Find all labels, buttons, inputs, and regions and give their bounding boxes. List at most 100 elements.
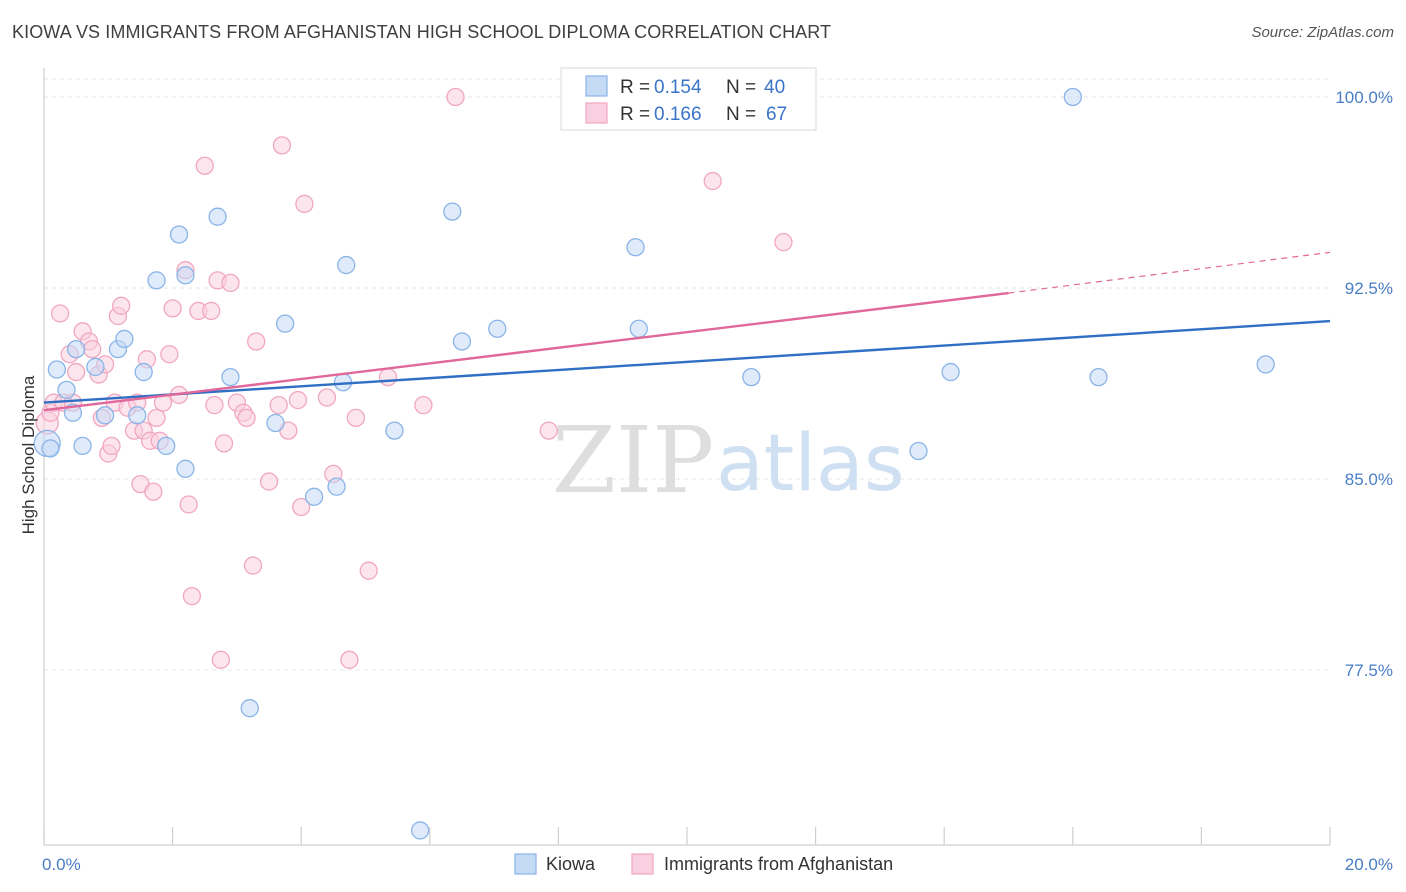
watermark: ZIP atlas xyxy=(552,407,905,514)
legend-swatch-kiowa xyxy=(585,75,608,97)
kiowa-point-14 xyxy=(176,459,195,478)
afghanistan-point-42 xyxy=(214,434,234,453)
kiowa-point-29 xyxy=(452,332,472,351)
afghanistan-trend-extension xyxy=(1008,251,1331,294)
kiowa-point-3 xyxy=(63,403,83,422)
kiowa-point-39 xyxy=(41,439,60,458)
kiowa-point-23 xyxy=(327,477,346,496)
afghanistan-point-61 xyxy=(378,367,398,387)
afghanistan-point-55 xyxy=(295,194,314,214)
legend-n-value-afghanistan: 67 xyxy=(766,104,787,125)
kiowa-point-2 xyxy=(57,380,76,400)
kiowa-point-20 xyxy=(266,413,285,433)
trend-lines xyxy=(43,251,1331,412)
afghanistan-point-38 xyxy=(202,301,221,321)
afghanistan-point-66 xyxy=(774,233,793,252)
afghanistan-point-10 xyxy=(83,339,102,359)
afghanistan-point-31 xyxy=(163,299,182,318)
kiowa-point-25 xyxy=(337,255,356,275)
afghanistan-point-64 xyxy=(539,421,558,440)
kiowa-point-37 xyxy=(1089,367,1108,387)
kiowa-point-33 xyxy=(742,367,761,387)
kiowa-point-6 xyxy=(86,357,105,377)
afghanistan-point-50 xyxy=(269,395,288,415)
afghanistan-point-34 xyxy=(179,495,198,514)
legend: R = 0.154 N = 40 R = 0.166 N = 67 xyxy=(560,67,817,131)
legend-n-label-kiowa: N = xyxy=(726,77,756,98)
legend-swatch-afghanistan xyxy=(585,102,608,124)
chart-title: KIOWA VS IMMIGRANTS FROM AFGHANISTAN HIG… xyxy=(12,22,832,42)
afghanistan-point-60 xyxy=(359,561,378,580)
bottom-legend-label-afghanistan: Immigrants from Afghanistan xyxy=(664,854,893,874)
afghanistan-point-48 xyxy=(247,332,266,351)
kiowa-point-36 xyxy=(1063,87,1082,107)
kiowa-point-21 xyxy=(275,314,295,333)
kiowa-point-28 xyxy=(443,202,462,221)
y-tick-labels: 100.0% 92.5% 85.0% 77.5% xyxy=(1335,88,1393,680)
afghanistan-point-58 xyxy=(340,650,359,669)
afghanistan-point-39 xyxy=(205,395,224,415)
afghanistan-point-46 xyxy=(237,408,256,428)
kiowa-point-1 xyxy=(47,360,67,379)
kiowa-point-13 xyxy=(147,271,166,290)
kiowa-point-10 xyxy=(128,406,147,425)
bottom-legend-swatch-afghanistan xyxy=(631,853,654,875)
source-label: Source: ZipAtlas.com xyxy=(1251,24,1394,41)
x-tick-label-0: 0.0% xyxy=(42,855,81,874)
kiowa-point-15 xyxy=(169,225,189,244)
kiowa-point-19 xyxy=(240,699,259,718)
kiowa-point-22 xyxy=(304,487,324,506)
legend-n-value-kiowa: 40 xyxy=(764,77,785,98)
kiowa-point-11 xyxy=(134,362,153,382)
y-tick-label-0: 100.0% xyxy=(1335,88,1393,107)
bottom-legend-swatch-kiowa xyxy=(514,853,537,875)
afghanistan-point-37 xyxy=(195,156,214,175)
kiowa-point-5 xyxy=(73,436,92,456)
afghanistan-point-49 xyxy=(259,472,279,491)
afghanistan-point-3 xyxy=(50,304,70,323)
kiowa-point-18 xyxy=(221,367,240,387)
bottom-legend: Kiowa Immigrants from Afghanistan xyxy=(514,853,893,875)
legend-r-value-afghanistan: 0.166 xyxy=(654,104,702,125)
afghanistan-point-65 xyxy=(703,171,722,191)
legend-r-label-kiowa: R = xyxy=(620,77,650,98)
y-tick-label-1: 92.5% xyxy=(1345,279,1393,298)
y-tick-label-3: 77.5% xyxy=(1345,661,1393,680)
watermark-zip: ZIP xyxy=(552,407,714,514)
afghanistan-point-54 xyxy=(292,497,311,517)
kiowa-point-31 xyxy=(626,238,645,257)
afghanistan-point-15 xyxy=(102,436,121,456)
afghanistan-point-63 xyxy=(446,87,465,107)
kiowa-point-30 xyxy=(488,319,507,338)
kiowa-point-4 xyxy=(67,339,86,359)
legend-r-label-afghanistan: R = xyxy=(620,104,650,125)
y-axis-label: High School Diploma xyxy=(19,375,38,534)
afghanistan-point-18 xyxy=(112,296,131,315)
kiowa-point-34 xyxy=(909,441,928,461)
afghanistan-point-62 xyxy=(414,395,433,415)
watermark-atlas: atlas xyxy=(716,419,905,509)
afghanistan-trend-line xyxy=(43,291,1009,412)
kiowa-point-27 xyxy=(411,821,430,840)
afghanistan-point-27 xyxy=(147,408,166,428)
bottom-legend-label-kiowa: Kiowa xyxy=(546,854,596,874)
afghanistan-point-30 xyxy=(160,345,179,364)
kiowa-point-26 xyxy=(385,421,404,440)
legend-r-value-kiowa: 0.154 xyxy=(654,77,702,98)
kiowa-point-35 xyxy=(941,362,960,382)
afghanistan-point-35 xyxy=(182,586,202,606)
afghanistan-point-51 xyxy=(272,136,292,155)
afghanistan-point-43 xyxy=(221,273,240,293)
y-tick-label-2: 85.0% xyxy=(1345,470,1393,489)
kiowa-point-17 xyxy=(208,207,227,226)
afghanistan-point-26 xyxy=(144,482,163,501)
afghanistan-point-56 xyxy=(317,388,337,407)
kiowa-trend-line xyxy=(43,319,1331,404)
series-kiowa-points xyxy=(33,87,1275,840)
legend-n-label-afghanistan: N = xyxy=(726,104,756,125)
kiowa-point-32 xyxy=(629,319,648,338)
afghanistan-point-59 xyxy=(346,408,366,428)
series-afghanistan-points xyxy=(35,87,793,669)
x-tick-label-1: 20.0% xyxy=(1345,855,1393,874)
